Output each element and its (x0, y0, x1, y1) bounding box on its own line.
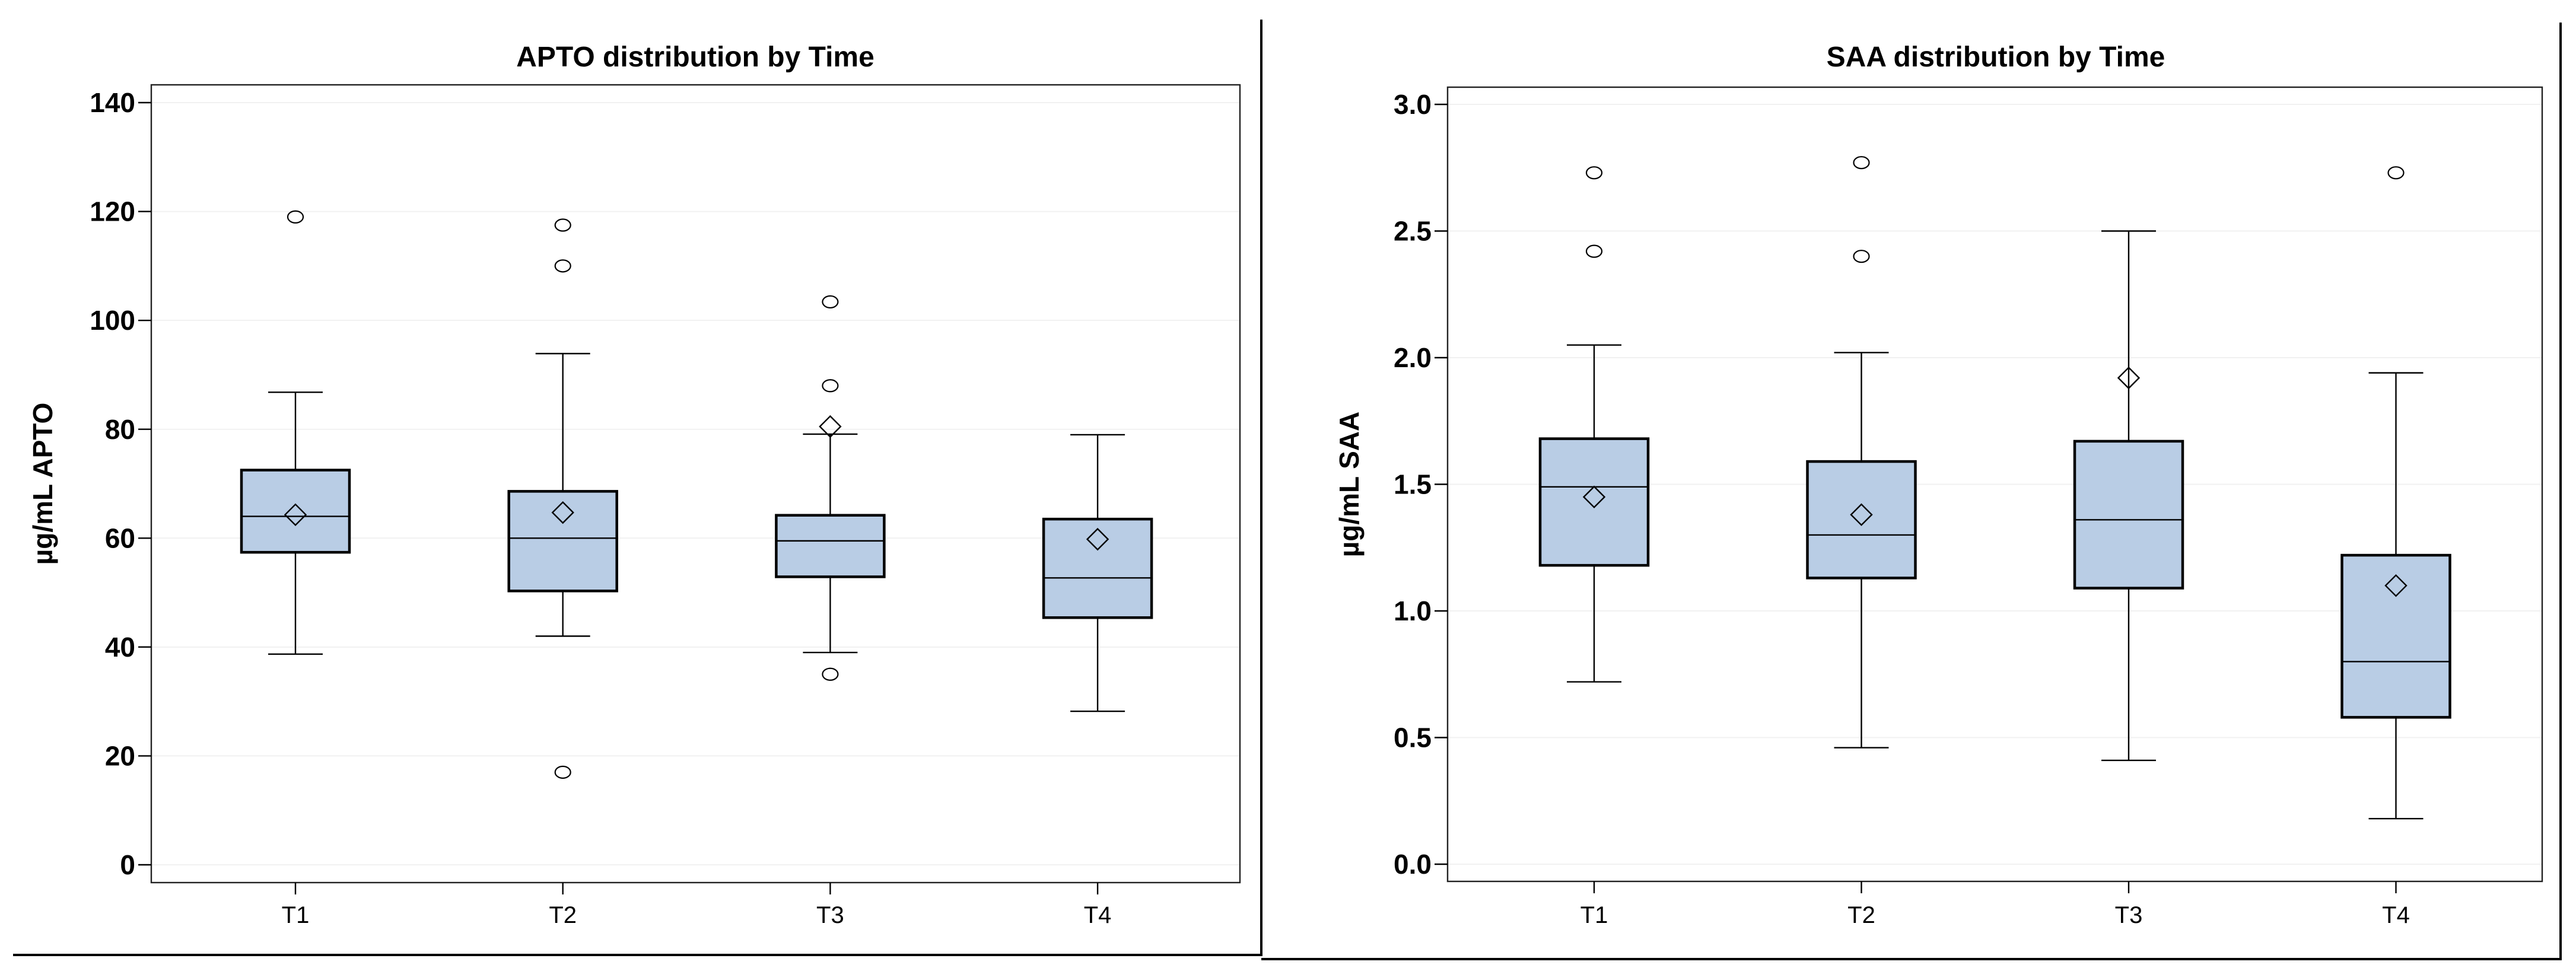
y-tick-label: 1.0 (1394, 596, 1432, 626)
x-category-label: T2 (549, 902, 577, 928)
box-T3 (2073, 230, 2184, 762)
chart-saa: 0.0 0.5 1.0 1.5 2.0 2.5 3.0 T1 T2 T3 T4 SAA distrib… (1334, 42, 2543, 928)
outlier-circle-marker (1585, 166, 1603, 180)
mean-diamond-marker (1582, 485, 1606, 509)
box-T2 (507, 218, 618, 779)
y-tick-label: 2.5 (1394, 216, 1432, 247)
chart-title: APTO distribution by Time (516, 42, 874, 73)
x-category-label: T1 (282, 902, 310, 928)
outlier-circle-marker (1853, 250, 1870, 263)
y-tick-label: 60 (105, 523, 135, 553)
iqr-box (507, 490, 618, 593)
box-T1 (240, 210, 351, 655)
outlier-circle-marker (287, 210, 304, 224)
outlier-circle-marker (822, 379, 839, 393)
mean-diamond-marker (819, 415, 842, 438)
iqr-box (775, 514, 886, 578)
x-category-label: T4 (1084, 902, 1112, 928)
plot-frame (150, 84, 1241, 884)
x-category-label: T4 (2382, 902, 2410, 928)
iqr-box (2340, 553, 2451, 719)
mean-diamond-marker (1850, 503, 1873, 526)
box-T1 (1538, 166, 1650, 683)
y-tick-label: 20 (105, 741, 135, 772)
y-axis-label: µg/mL APTO (27, 403, 58, 565)
box-T4 (2340, 166, 2451, 820)
mean-diamond-marker (2384, 574, 2408, 597)
x-category-label: T2 (1847, 902, 1875, 928)
outlier-circle-marker (822, 667, 839, 681)
y-tick-label: 120 (90, 196, 135, 227)
y-axis-label: µg/mL SAA (1334, 412, 1365, 557)
y-tick-label: 2.0 (1394, 342, 1432, 373)
iqr-box (240, 469, 351, 554)
mean-diamond-marker (2117, 366, 2141, 390)
box-T3 (775, 295, 886, 681)
y-tick-label: 0.5 (1394, 722, 1432, 753)
outlier-circle-marker (554, 218, 571, 232)
x-category-label: T1 (1580, 902, 1608, 928)
outlier-circle-marker (554, 765, 571, 779)
box-T2 (1806, 156, 1917, 749)
y-tick-label: 1.5 (1394, 469, 1432, 500)
iqr-box (1806, 460, 1917, 579)
chart-title: SAA distribution by Time (1827, 42, 2165, 73)
x-category-label: T3 (2115, 902, 2143, 928)
y-tick-label: 100 (90, 305, 135, 336)
y-tick-label: 0.0 (1394, 849, 1432, 880)
outlier-circle-marker (554, 259, 571, 273)
mean-diamond-marker (284, 503, 307, 527)
iqr-box (1538, 437, 1650, 567)
outlier-circle-marker (1853, 156, 1870, 170)
y-tick-label: 40 (105, 632, 135, 663)
box-T4 (1042, 434, 1153, 712)
chart-apto: 0 20 40 60 80 100 120 140 T1 T2 T3 T4 APTO distribut… (27, 42, 1241, 928)
y-tick-label: 140 (90, 87, 135, 118)
iqr-box (1042, 517, 1153, 619)
outlier-circle-marker (1585, 244, 1603, 258)
outlier-circle-marker (822, 295, 839, 309)
y-tick-label: 0 (120, 849, 135, 880)
y-tick-label: 3.0 (1394, 89, 1432, 120)
mean-diamond-marker (1086, 527, 1109, 551)
y-tick-label: 80 (105, 414, 135, 445)
x-category-label: T3 (816, 902, 844, 928)
iqr-box (2073, 440, 2184, 590)
outlier-circle-marker (2387, 166, 2405, 180)
figure-borders (13, 20, 2562, 960)
mean-diamond-marker (551, 501, 574, 524)
